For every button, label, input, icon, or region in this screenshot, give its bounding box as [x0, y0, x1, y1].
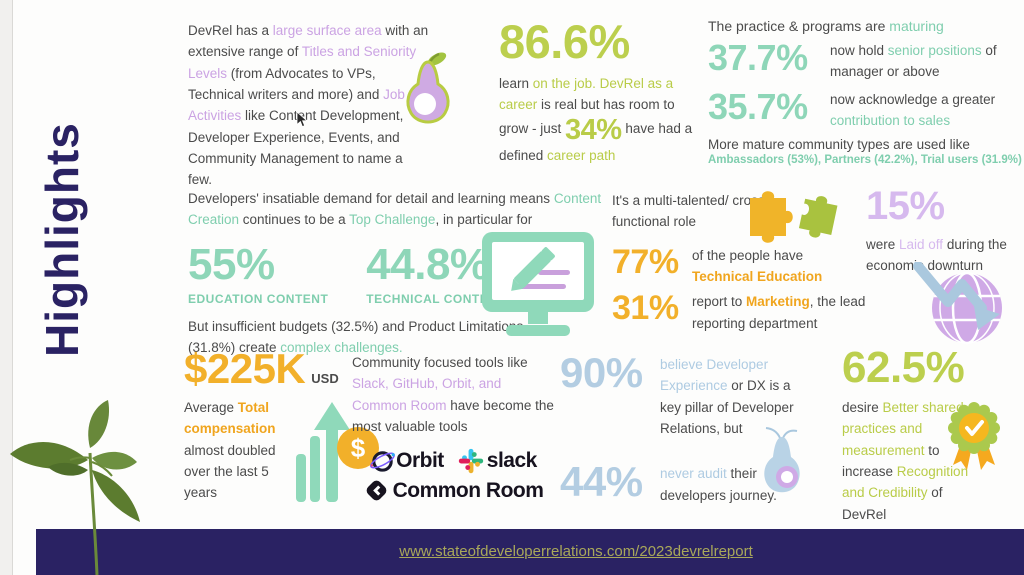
compensation-stat-row: $225K USD: [184, 348, 352, 390]
stat-education: 55%: [188, 239, 275, 289]
maturing-row-1: 37.7% now hold senior positions of manag…: [708, 40, 1024, 83]
monitor-pencil-icon: [482, 232, 594, 336]
laid-off-text: were Laid off during the economic downtu…: [866, 237, 1007, 274]
technical-label: TECHNICAL CONTENT: [366, 291, 506, 306]
stat-senior-positions: 37.7%: [708, 37, 808, 78]
cross-functional-intro: It's a multi-talented/ cross functional …: [612, 193, 765, 230]
plant-photo: [10, 400, 140, 575]
growth-bars-coin-icon: $: [296, 402, 379, 502]
contribution-sales-text: now acknowledge a greater contribution t…: [830, 91, 996, 128]
stat-contribution-sales: 35.7%: [708, 85, 808, 127]
orbit-logo: Orbit: [369, 447, 444, 474]
marketing-text: report to Marketing, the lead reporting …: [692, 294, 866, 331]
cross-functional-block: It's a multi-talented/ cross functional …: [612, 190, 868, 334]
stat-technical: 44.8%: [366, 239, 489, 289]
education-content-stat: 55% EDUCATION CONTENT: [188, 239, 329, 306]
slack-logo-text: slack: [486, 448, 538, 472]
compensation-text: Average Total compensation almost double…: [184, 400, 276, 501]
dx-pillar-text: believe Developer Experience or DX is a …: [660, 357, 794, 436]
never-audit-row: 44% never audit their developers journey…: [560, 461, 816, 506]
stat-marketing: 31%: [612, 289, 679, 328]
globe-downturn-icon: [913, 262, 1002, 345]
slide-left-margin: [0, 0, 13, 575]
technical-education-text: of the people have Technical Education: [692, 247, 823, 284]
footer-bar: www.stateofdeveloperrelations.com/2023de…: [36, 529, 1024, 575]
avocado-blue-icon: [764, 427, 800, 493]
maturing-row-2: 35.7% now acknowledge a greater contribu…: [708, 85, 1024, 132]
content-creation-footer: But insufficient budgets (32.5%) and Pro…: [188, 318, 524, 355]
mouse-cursor-icon: [296, 112, 308, 128]
orbit-logo-text: Orbit: [396, 448, 444, 472]
learn-on-job-text: learn on the job. DevRel as a career is …: [499, 76, 693, 163]
dx-pillar-row: 90% believe Developer Experience or DX i…: [560, 352, 816, 439]
content-creation-block: Developers' insatiable demand for detail…: [188, 188, 610, 358]
tool-logos: Orbit: [352, 447, 554, 504]
slack-hash-icon: [458, 448, 483, 473]
technical-education-row: 77% of the people have Technical Educati…: [612, 245, 868, 288]
never-audit-text: never audit their developers journey.: [660, 466, 777, 503]
laid-off-block: 15% were Laid off during the economic do…: [866, 186, 1020, 277]
surface-area-text: DevRel has a large surface area with an …: [188, 23, 429, 188]
slack-logo: slack: [458, 448, 537, 474]
compensation-unit: USD: [311, 371, 339, 386]
technical-content-stat: 44.8% TECHNICAL CONTENT: [366, 239, 506, 306]
svg-text:$: $: [351, 433, 366, 463]
surface-area-block: DevRel has a large surface area with an …: [188, 20, 430, 191]
senior-positions-text: now hold senior positions of manager or …: [830, 43, 997, 80]
stat-technical-education: 77%: [612, 242, 679, 281]
puzzle-pieces-icon: [750, 191, 838, 243]
stat-laid-off: 15%: [866, 184, 945, 228]
community-types-text: More mature community types are used lik…: [708, 137, 970, 153]
logo-row-bottom: Common Room: [363, 477, 544, 504]
developer-experience-block: 90% believe Developer Experience or DX i…: [560, 352, 816, 506]
maturing-title: The practice & programs are maturing: [708, 18, 944, 34]
content-creation-intro: Developers' insatiable demand for detail…: [188, 191, 602, 228]
stat-never-audit: 44%: [560, 458, 643, 506]
page-title: Highlights: [36, 122, 88, 358]
avocado-icon: [406, 52, 450, 124]
logo-row-top: Orbit: [369, 447, 537, 474]
maturing-block: The practice & programs are maturing 37.…: [708, 18, 1024, 166]
common-room-logo: Common Room: [363, 477, 544, 504]
stat-recognition: 62.5%: [842, 343, 965, 392]
award-badge-icon: [948, 402, 1000, 470]
community-tools-block: Community focused tools like Slack, GitH…: [352, 352, 554, 504]
stat-dx-pillar: 90%: [560, 349, 643, 396]
education-label: EDUCATION CONTENT: [188, 291, 329, 306]
recognition-block: 62.5% desire Better shared practices and…: [842, 346, 1024, 525]
stat-compensation: $225K: [184, 345, 306, 392]
marketing-row: 31% report to Marketing, the lead report…: [612, 291, 868, 334]
common-room-diamond-icon: [366, 480, 386, 501]
orbit-planet-icon: [370, 451, 396, 472]
learn-on-job-block: 86.6% learn on the job. DevRel as a care…: [499, 18, 707, 166]
compensation-block: $225K USD Average Total compensation alm…: [184, 348, 352, 504]
common-room-logo-text: Common Room: [392, 478, 544, 502]
content-stats: 55% EDUCATION CONTENT 44.8% TECHNICAL CO…: [188, 239, 610, 306]
recognition-text: desire Better shared practices and measu…: [842, 400, 969, 522]
community-types-stats: Ambassadors (53%), Partners (42.2%), Tri…: [708, 154, 1022, 167]
report-url-link[interactable]: www.stateofdeveloperrelations.com/2023de…: [399, 543, 753, 560]
stat-learn-on-job: 86.6%: [499, 15, 630, 68]
community-tools-text: Community focused tools like Slack, GitH…: [352, 355, 554, 434]
